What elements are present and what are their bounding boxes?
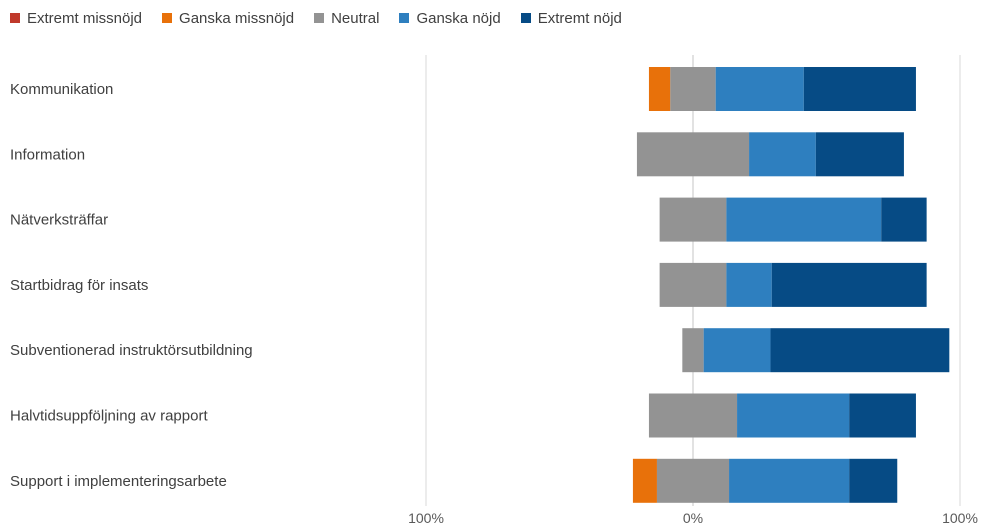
bar-segment bbox=[670, 67, 716, 111]
bar-segment bbox=[715, 67, 804, 111]
bar-segment bbox=[659, 262, 727, 307]
category-label: Startbidrag för insats bbox=[10, 277, 148, 294]
bar-segment bbox=[849, 393, 916, 438]
bar-segment bbox=[703, 328, 771, 373]
bar-segment bbox=[648, 67, 671, 111]
legend-swatch bbox=[399, 13, 410, 23]
legend-swatch bbox=[162, 13, 173, 23]
bar-segment bbox=[648, 393, 738, 438]
bar-segment bbox=[632, 458, 657, 503]
bar-segment bbox=[726, 197, 882, 242]
x-tick-label: 100% bbox=[408, 510, 444, 526]
legend-swatch bbox=[520, 13, 531, 23]
legend-label: Extremt nöjd bbox=[537, 9, 622, 27]
bar-segment bbox=[881, 197, 927, 242]
legend-item: Neutral bbox=[314, 10, 379, 27]
bar-segment bbox=[737, 393, 850, 438]
category-label: Information bbox=[10, 146, 85, 163]
x-tick-label: 100% bbox=[942, 510, 978, 526]
legend: Extremt missnöjd Ganska missnöjd Neutral Ga… bbox=[10, 6, 642, 30]
legend-swatch bbox=[10, 13, 20, 23]
legend-label: Ganska nöjd bbox=[416, 9, 501, 27]
legend-item: Extremt missnöjd bbox=[10, 10, 142, 27]
legend-label: Neutral bbox=[331, 9, 380, 27]
bar-segment bbox=[726, 262, 772, 307]
legend-item: Ganska nöjd bbox=[399, 9, 501, 27]
bar-segment bbox=[682, 328, 704, 373]
bar-segment bbox=[815, 132, 904, 177]
bar-segment bbox=[656, 458, 730, 503]
x-tick-label: 0% bbox=[683, 510, 703, 526]
category-label: Kommunikation bbox=[10, 81, 113, 98]
bar-segment bbox=[659, 197, 727, 242]
legend-label: Extremt missnöjd bbox=[27, 9, 143, 27]
bar-segment bbox=[749, 132, 816, 177]
legend-item: Extremt nöjd bbox=[520, 9, 622, 27]
bar-segment bbox=[636, 132, 750, 177]
category-label: Halvtidsuppföljning av rapport bbox=[10, 408, 208, 425]
legend-item: Ganska missnöjd bbox=[162, 10, 294, 27]
bar-segment bbox=[770, 328, 950, 373]
bar-segment bbox=[803, 67, 916, 111]
bar-segment bbox=[729, 458, 850, 503]
category-label: Subventionerad instruktörsutbildning bbox=[10, 342, 253, 359]
category-label: Support i implementeringsarbete bbox=[10, 473, 227, 490]
category-label: Nätverksträffar bbox=[10, 212, 108, 229]
bar-segment bbox=[771, 262, 927, 307]
legend-swatch bbox=[314, 13, 325, 23]
legend-label: Ganska missnöjd bbox=[179, 9, 295, 27]
bar-segment bbox=[849, 458, 898, 503]
